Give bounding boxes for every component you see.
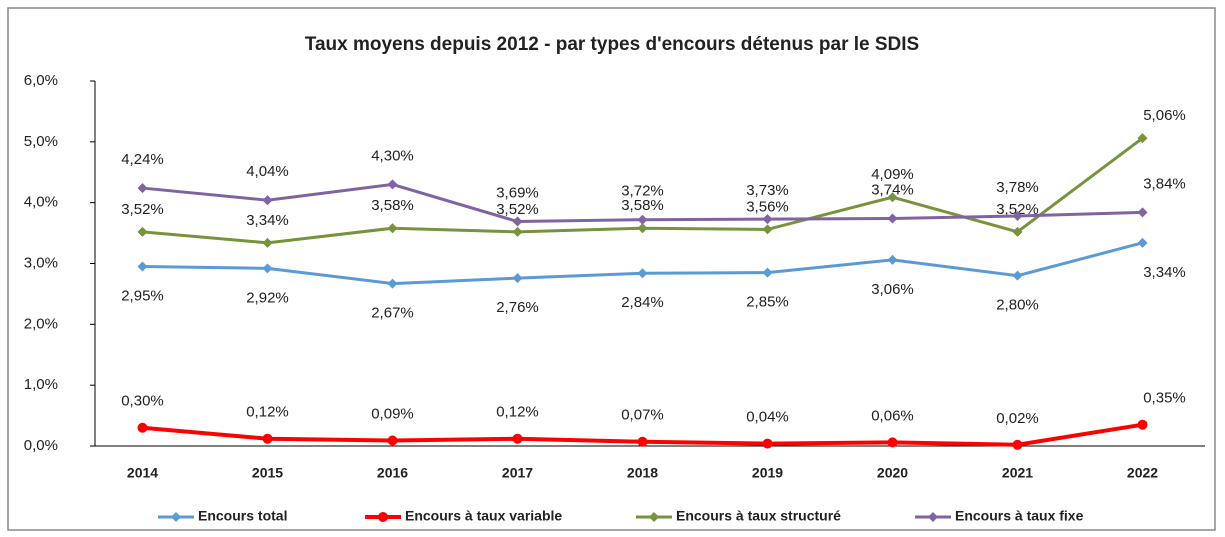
data-label: 2,92%: [246, 289, 289, 306]
data-point: [762, 438, 773, 449]
data-point: [137, 183, 148, 194]
data-label: 0,02%: [996, 410, 1039, 427]
y-tick-label: 2,0%: [24, 315, 58, 332]
data-point: [1012, 270, 1023, 281]
chart-title: Taux moyens depuis 2012 - par types d'en…: [305, 34, 919, 55]
y-tick-label: 5,0%: [24, 133, 58, 150]
legend-marker: [928, 512, 938, 522]
data-point: [637, 436, 648, 447]
data-label: 3,72%: [621, 183, 664, 200]
x-tick-label: 2019: [752, 465, 783, 481]
data-label: 2,84%: [621, 294, 664, 311]
data-label: 3,56%: [746, 198, 789, 215]
data-point: [262, 237, 273, 248]
data-point: [1012, 226, 1023, 237]
legend-label: Encours total: [198, 508, 287, 524]
data-label: 3,52%: [496, 201, 539, 218]
data-label: 3,78%: [996, 179, 1039, 196]
data-label: 3,52%: [996, 201, 1039, 218]
data-point: [887, 213, 898, 224]
x-tick-label: 2022: [1127, 465, 1158, 481]
data-label: 0,30%: [121, 393, 164, 410]
x-tick-label: 2014: [127, 465, 158, 481]
chart-frame: [7, 7, 1216, 531]
x-tick-label: 2018: [627, 465, 658, 481]
data-label: 3,34%: [246, 212, 289, 229]
data-point: [762, 267, 773, 278]
data-point: [887, 254, 898, 265]
data-label: 0,12%: [246, 404, 289, 421]
data-label: 2,67%: [371, 305, 414, 322]
data-label: 0,06%: [871, 407, 914, 424]
y-tick-label: 3,0%: [24, 254, 58, 271]
y-tick-label: 4,0%: [24, 194, 58, 211]
data-point: [762, 224, 773, 235]
x-tick-label: 2016: [377, 465, 408, 481]
data-label: 0,09%: [371, 405, 414, 422]
data-label: 3,74%: [871, 181, 914, 198]
data-label: 3,34%: [1143, 264, 1186, 281]
legend-label: Encours à taux structuré: [676, 508, 841, 524]
data-point: [1012, 439, 1023, 450]
legend-marker: [649, 512, 659, 522]
data-point: [1137, 237, 1148, 248]
y-tick-label: 6,0%: [24, 72, 58, 89]
legend-label: Encours à taux variable: [405, 508, 562, 524]
data-label: 4,04%: [246, 163, 289, 180]
data-label: 2,85%: [746, 294, 789, 311]
legend-marker: [378, 512, 388, 522]
data-point: [387, 435, 398, 446]
y-tick-label: 1,0%: [24, 376, 58, 393]
data-label: 0,04%: [746, 409, 789, 426]
data-label: 0,12%: [496, 404, 539, 421]
legend-label: Encours à taux fixe: [955, 508, 1084, 524]
data-label: 3,73%: [746, 182, 789, 199]
x-tick-label: 2021: [1002, 465, 1033, 481]
data-label: 3,58%: [371, 197, 414, 214]
data-label: 0,35%: [1143, 390, 1186, 407]
data-point: [137, 226, 148, 237]
x-tick-label: 2017: [502, 465, 533, 481]
data-label: 3,69%: [496, 184, 539, 201]
data-point: [387, 278, 398, 289]
data-label: 2,80%: [996, 297, 1039, 314]
data-label: 3,58%: [621, 197, 664, 214]
data-label: 3,52%: [121, 201, 164, 218]
data-point: [887, 437, 898, 448]
data-label: 4,24%: [121, 151, 164, 168]
data-point: [387, 223, 398, 234]
data-point: [887, 192, 898, 203]
data-label: 4,09%: [871, 166, 914, 183]
data-point: [1137, 207, 1148, 218]
data-point: [262, 433, 273, 444]
data-point: [762, 214, 773, 225]
data-point: [262, 263, 273, 274]
data-point: [1137, 419, 1148, 430]
data-label: 2,76%: [496, 299, 539, 316]
data-point: [1012, 211, 1023, 222]
data-label: 4,30%: [371, 147, 414, 164]
data-point: [512, 273, 523, 284]
data-label: 5,06%: [1143, 107, 1186, 124]
data-label: 3,84%: [1143, 175, 1186, 192]
data-label: 0,07%: [621, 407, 664, 424]
data-point: [512, 216, 523, 227]
data-point: [137, 422, 148, 433]
y-tick-label: 0,0%: [24, 437, 58, 454]
data-point: [637, 214, 648, 225]
legend-marker: [171, 512, 181, 522]
data-point: [262, 195, 273, 206]
data-point: [387, 179, 398, 190]
data-label: 3,06%: [871, 281, 914, 298]
x-tick-label: 2015: [252, 465, 283, 481]
data-point: [637, 223, 648, 234]
x-tick-label: 2020: [877, 465, 908, 481]
data-point: [1137, 133, 1148, 144]
data-label: 2,95%: [121, 288, 164, 305]
data-point: [512, 226, 523, 237]
data-point: [637, 268, 648, 279]
data-point: [512, 433, 523, 444]
data-point: [137, 261, 148, 272]
